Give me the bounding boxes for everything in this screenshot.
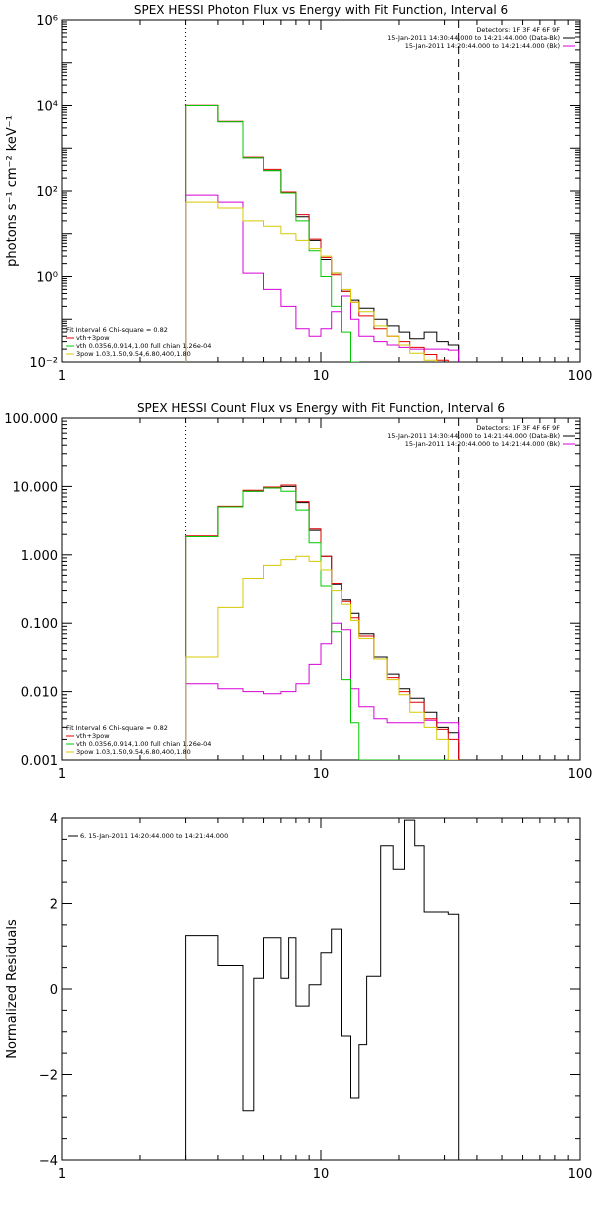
y-tick-label: 10² (36, 185, 58, 200)
fit-info-line: vth 0.0356,0.914,1.00 full chian 1.26e-0… (76, 740, 211, 748)
x-tick-label: 10 (313, 369, 330, 384)
series-vth (185, 487, 459, 760)
fit-info-line: vth+3pow (76, 334, 110, 342)
series-group (185, 104, 460, 362)
y-tick-label: 0.100 (21, 617, 58, 632)
x-tick-label: 100 (568, 767, 593, 782)
y-tick-label: 10.000 (13, 480, 59, 495)
x-tick-label: 100 (568, 1167, 593, 1182)
y-tick-label: 10⁴ (36, 100, 58, 115)
series-group (185, 484, 460, 760)
residual-legend-label: 6. 15-Jan-2011 14:20:44.000 to 14:21:44.… (80, 832, 228, 840)
fit-info-line: vth+3pow (76, 732, 110, 740)
x-tick-label: 1 (58, 767, 66, 782)
series-residual (185, 819, 460, 1160)
x-tick-label: 1 (58, 369, 66, 384)
y-tick-label: 2 (50, 898, 58, 913)
plot-frame (61, 817, 581, 1161)
series-data-bk (185, 485, 460, 760)
fit-info-line: Fit Interval 6 Chi-square = 0.82 (66, 724, 168, 732)
chart-panel-3: Normalized Residuals 1 10 100 −4 −2 0 2 4 6. 15-J… (5, 812, 592, 1182)
chart-title: SPEX HESSI Photon Flux vs Energy with Fi… (134, 3, 508, 17)
series-data-bk (185, 105, 460, 362)
y-tick-label: 10⁰ (36, 271, 58, 286)
y-tick-label: 1.000 (21, 549, 58, 564)
header-line: 15-Jan-2011 14:20:44.000 to 14:21:44.000… (405, 440, 560, 448)
y-tick-label: 4 (50, 812, 58, 827)
plot-frame (61, 19, 581, 363)
y-tick-label: 10⁻² (29, 356, 58, 371)
fit-info-line: vth 0.0356,0.914,1.00 full chian 1.26e-0… (76, 342, 211, 350)
fit-info-line: Fit Interval 6 Chi-square = 0.82 (66, 326, 168, 334)
plot-frame (61, 417, 581, 761)
chart-panel-1: SPEX HESSI Photon Flux vs Energy with Fi… (5, 3, 592, 384)
series-vth-3pow (185, 104, 460, 362)
header-line: Detectors: 1F 3F 4F 6F 9F (476, 424, 560, 432)
series-vth (185, 105, 460, 362)
header-line: Detectors: 1F 3F 4F 6F 9F (476, 26, 560, 34)
chart-panel-2: SPEX HESSI Count Flux vs Energy with Fit… (4, 401, 592, 782)
x-tick-label: 1 (58, 1167, 66, 1182)
y-tick-label: −4 (39, 1154, 58, 1169)
y-tick-label: 0.010 (21, 686, 58, 701)
header-line: 15-Jan-2011 14:30:44.000 to 14:21:44.000… (387, 432, 560, 440)
chart-title: SPEX HESSI Count Flux vs Energy with Fit… (137, 401, 505, 415)
x-tick-label: 100 (568, 369, 593, 384)
header-line: 15-Jan-2011 14:20:44.000 to 14:21:44.000… (405, 42, 560, 50)
fit-info-line: 3pow 1.03,1.50,9.54,6.80,400,1.80 (76, 748, 191, 756)
header-line: 15-Jan-2011 14:30:44.000 to 14:21:44.000… (387, 34, 560, 42)
series-bk (185, 622, 460, 760)
series-vth-3pow (185, 484, 460, 760)
y-tick-label: 100.000 (4, 412, 58, 427)
series-3pow (185, 201, 460, 362)
series-group (185, 819, 460, 1160)
series-3pow (185, 555, 459, 760)
y-axis-label: Normalized Residuals (5, 919, 20, 1059)
x-tick-label: 10 (313, 1167, 330, 1182)
y-tick-label: 0 (50, 983, 58, 998)
y-tick-label: −2 (39, 1069, 58, 1084)
x-tick-label: 10 (313, 767, 330, 782)
y-tick-label: 10⁶ (36, 14, 58, 29)
y-tick-label: 0.001 (21, 754, 58, 769)
y-axis-label: photons s⁻¹ cm⁻² keV⁻¹ (5, 115, 20, 267)
series-bk (185, 194, 460, 362)
fit-info-line: 3pow 1.03,1.50,9.54,6.80,400,1.80 (76, 350, 191, 358)
